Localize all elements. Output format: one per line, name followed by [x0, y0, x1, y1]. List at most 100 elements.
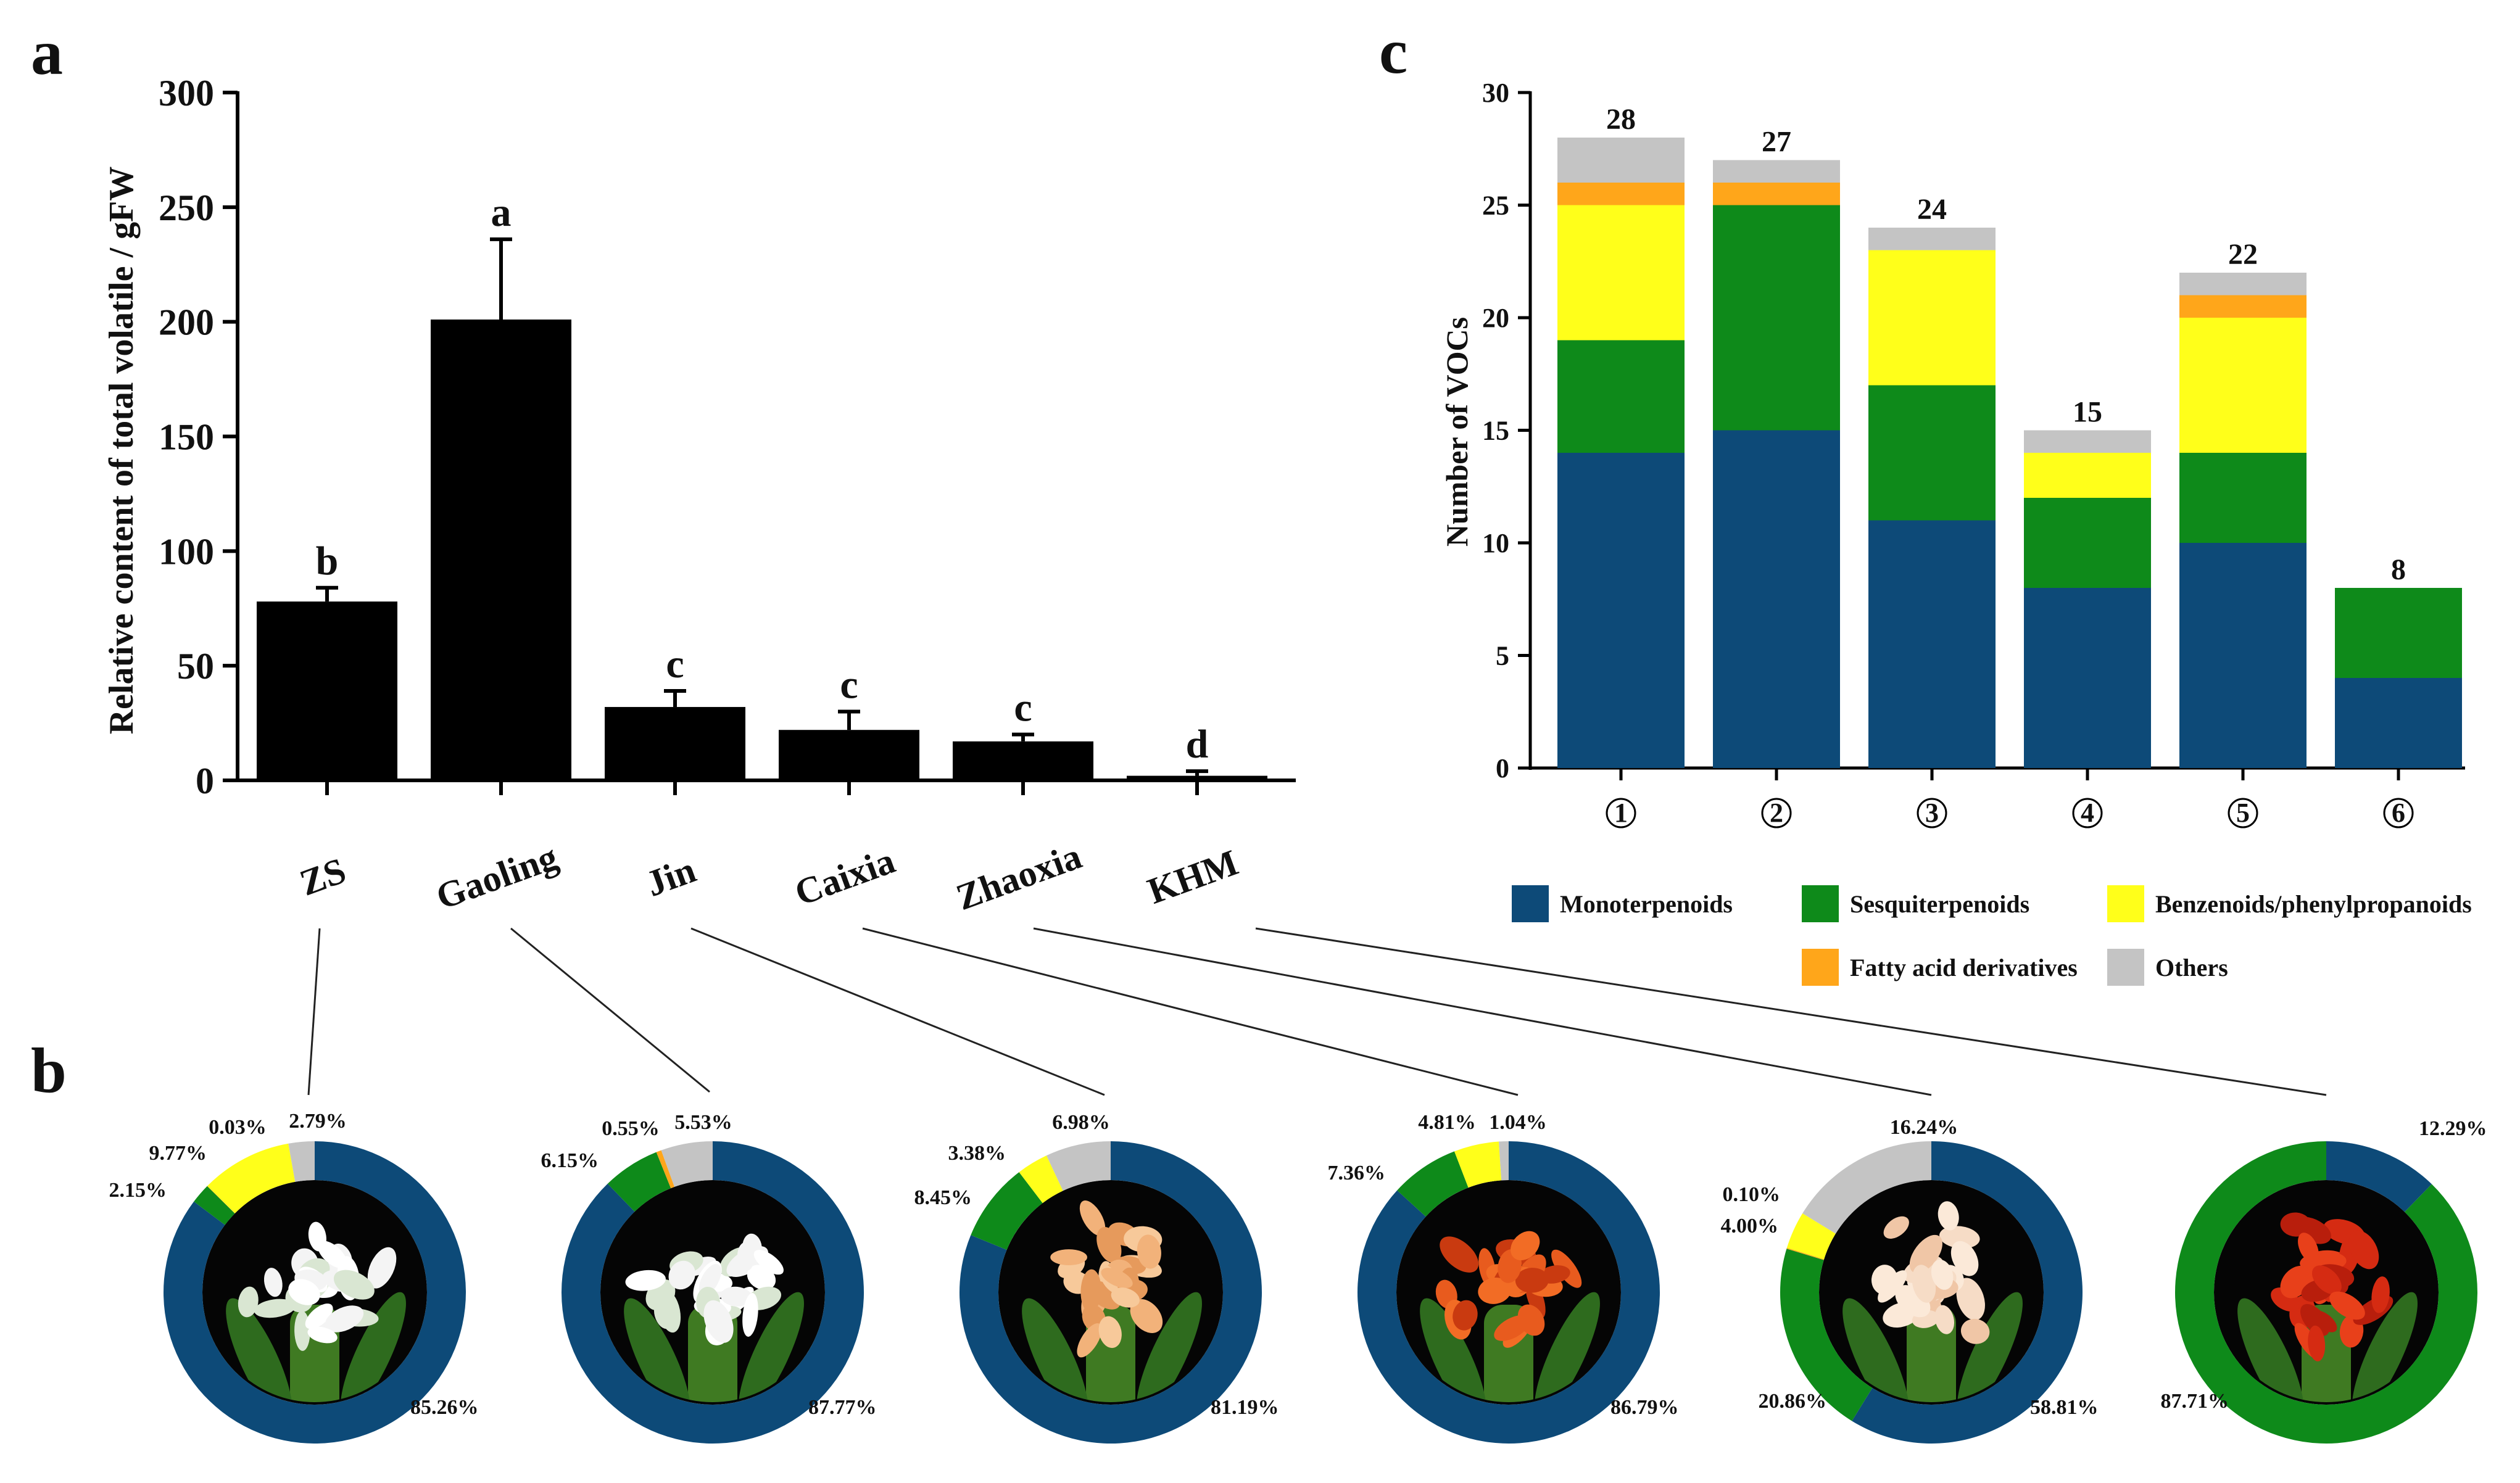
chart-c-total-label: 27 — [1762, 126, 1791, 159]
donut-segment — [1786, 1247, 1825, 1260]
chart-c-legend-label: Sesquiterpenoids — [1850, 890, 2029, 918]
donut-segment — [1019, 1155, 1063, 1204]
chart-a-ytick-label: 0 — [196, 761, 214, 801]
chart-c-bar-segment — [1557, 138, 1685, 183]
donut-percent-label: 3.38% — [948, 1142, 1006, 1165]
donut-flower-photo — [1420, 1231, 1600, 1402]
chart-c-bar-segment — [1713, 183, 1840, 205]
donut-zs: 2.15% 9.77%0.03% 2.79% 85.26% — [109, 1110, 479, 1444]
flower-leaf — [341, 1292, 406, 1402]
chart-c-total-label: 15 — [2073, 396, 2102, 429]
flower-petal — [1453, 1300, 1478, 1331]
chart-c-category-label: 3 — [1925, 798, 1939, 828]
flower-petal — [367, 1247, 397, 1289]
chart-c-bar-segment — [1868, 385, 1996, 521]
donut-percent-label: 58.81% — [2030, 1396, 2099, 1419]
flower-leaf — [2237, 1298, 2304, 1402]
chart-c-bar-segment — [2024, 453, 2151, 498]
flower-petal — [238, 1286, 259, 1318]
chart-c-number-of-vocs: Number of VOCs 0 5 10 15 20 25 30 28 1 27 2 24 3 15 4… — [1440, 78, 2472, 986]
flower-leaf — [2352, 1292, 2418, 1402]
chart-c-category-circle — [2383, 798, 2414, 828]
chart-a-significance-letter: c — [1014, 685, 1032, 730]
donut-percent-label: 4.81% — [1418, 1111, 1476, 1134]
chart-c-ytick-label: 5 — [1496, 641, 1509, 671]
flower-petal — [1934, 1305, 1955, 1334]
connector-line — [1033, 927, 1932, 1096]
chart-c-legend-swatch — [1802, 885, 1839, 922]
chart-c-bar-segment — [2024, 588, 2151, 768]
panel-letter-a: a — [31, 17, 63, 88]
donut-percent-label: 85.26% — [410, 1396, 479, 1419]
donut-segment — [1046, 1141, 1111, 1191]
flower-petal — [1111, 1287, 1140, 1308]
donut-gaoling: 6.15%0.55% 5.53% 87.77% — [541, 1111, 877, 1444]
donut-segment — [607, 1152, 671, 1212]
chart-c-category-label: 6 — [2392, 798, 2405, 828]
chart-c-legend-swatch — [2107, 949, 2144, 986]
flower-petal — [307, 1326, 338, 1344]
chart-c-bar-segment — [1557, 340, 1685, 453]
chart-c-category-circle — [1917, 798, 1947, 828]
donut-percent-label: 2.15% — [109, 1179, 167, 1202]
flower-petal — [1137, 1234, 1161, 1269]
chart-a-category-label: Jin — [640, 849, 701, 904]
flower-petal — [254, 1299, 296, 1318]
flower-petal — [1956, 1278, 1985, 1321]
donut-zhaoxia: 20.86% 4.00% 0.10% 16.24% 58.81% — [1721, 1116, 2099, 1444]
flower-leaf — [1137, 1292, 1202, 1402]
chart-c-category-label: 1 — [1614, 798, 1628, 828]
chart-a-bar — [605, 707, 745, 780]
flower-leaf — [1420, 1298, 1486, 1402]
flower-petal — [1909, 1234, 1942, 1273]
flower-petal — [753, 1250, 784, 1275]
connector-lines — [307, 927, 2327, 1096]
flower-petal — [325, 1305, 364, 1332]
flower-leaf — [226, 1298, 292, 1402]
flower-petal — [288, 1279, 320, 1305]
chart-c-bar-segment — [1557, 183, 1685, 205]
donut-percent-label: 9.77% — [149, 1142, 207, 1165]
chart-c-total-label: 8 — [2391, 553, 2406, 586]
chart-c-ytick-label: 20 — [1482, 303, 1509, 333]
donut-segment — [288, 1141, 315, 1182]
flower-petal — [1878, 1270, 1907, 1303]
chart-c-ytick-label: 0 — [1496, 753, 1509, 783]
donut-segment — [661, 1141, 713, 1187]
flower-petal — [1938, 1201, 1959, 1231]
flower-petal — [2311, 1310, 2337, 1332]
donut-percent-label: 5.53% — [674, 1111, 732, 1134]
flower-petal — [1101, 1268, 1133, 1289]
chart-c-bar-segment — [1557, 453, 1685, 768]
flower-petal — [1098, 1316, 1122, 1349]
flower-petal — [1517, 1304, 1545, 1336]
flower-petal — [305, 1303, 333, 1329]
chart-c-bar-segment — [2024, 498, 2151, 588]
chart-c-ytick-label: 25 — [1482, 191, 1509, 221]
flower-petal — [2308, 1325, 2326, 1361]
flower-petal — [720, 1286, 752, 1307]
chart-a-significance-letter: c — [840, 663, 858, 708]
chart-c-legend-label: Benzenoids/phenylpropanoids — [2155, 890, 2472, 918]
donut-flower-photo — [1022, 1200, 1202, 1402]
flower-petal — [263, 1268, 283, 1297]
flower-petal — [2311, 1265, 2342, 1295]
chart-a-category-label: Gaoling — [431, 836, 563, 917]
chart-c-bar-segment — [2335, 588, 2462, 678]
chart-a-significance-letter: a — [491, 190, 512, 235]
donut-segment — [656, 1150, 675, 1189]
flower-petal — [317, 1241, 347, 1268]
chart-c-legend-label: Fatty acid derivatives — [1850, 954, 2078, 981]
chart-a-category-label: Caixia — [790, 840, 900, 914]
flower-petal — [1950, 1241, 1979, 1276]
donut-segment — [1780, 1249, 1873, 1421]
chart-c-bar-segment — [2024, 430, 2151, 453]
flower-petal — [2329, 1291, 2365, 1320]
chart-a-category-label: Zhaoxia — [951, 835, 1087, 918]
chart-c-legend-swatch — [2107, 885, 2144, 922]
flower-petal — [1960, 1318, 1990, 1344]
donut-percent-label: 6.15% — [541, 1149, 599, 1172]
chart-b-donuts: 2.15% 9.77%0.03% 2.79% 85.26% 6.15%0.55% 5.53… — [109, 1110, 2487, 1444]
flower-petal — [653, 1299, 674, 1329]
